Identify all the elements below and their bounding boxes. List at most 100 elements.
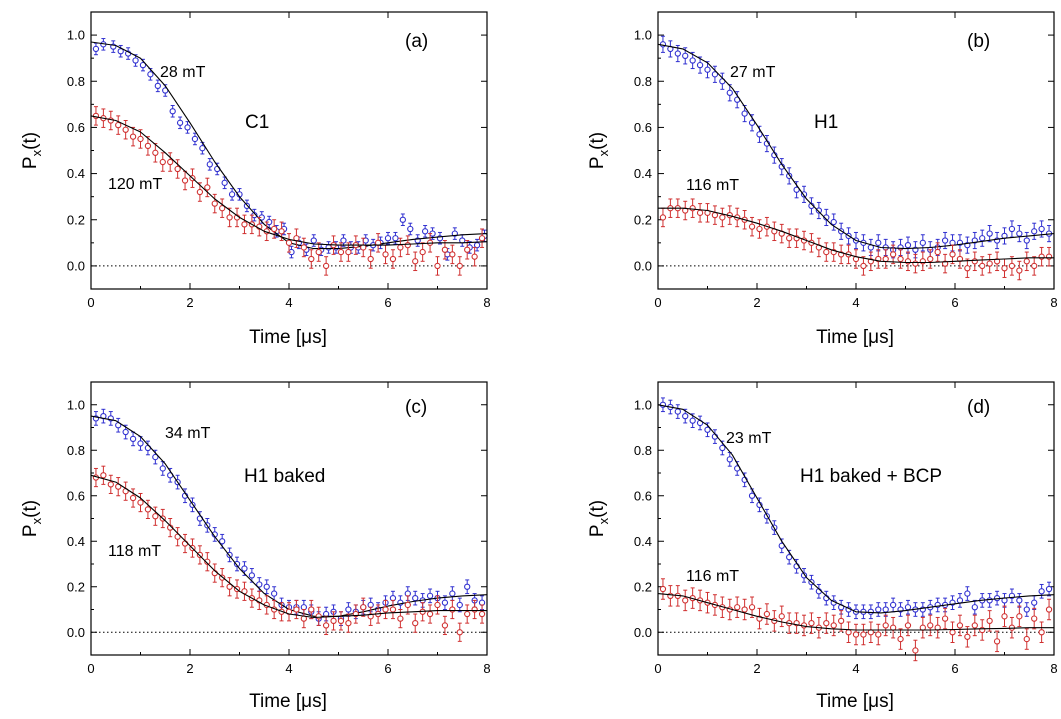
data-point — [964, 590, 971, 597]
data-point — [778, 613, 785, 620]
series-label: 116 mT — [686, 177, 739, 194]
data-point — [137, 499, 144, 506]
y-axis-label: Px(t) — [20, 500, 44, 537]
series-label: 23 mT — [726, 430, 772, 447]
data-point — [226, 583, 233, 590]
data-point — [325, 244, 332, 251]
data-point — [196, 188, 204, 196]
data-point — [971, 258, 978, 265]
x-tick-label: 2 — [186, 295, 193, 310]
x-tick-label: 0 — [654, 661, 661, 676]
data-point — [979, 262, 986, 270]
data-point — [949, 629, 956, 636]
data-point — [129, 494, 137, 502]
data-point — [979, 626, 986, 634]
plot-frame — [90, 11, 488, 290]
data-point — [345, 606, 352, 613]
data-point — [659, 214, 667, 221]
data-point — [919, 239, 926, 246]
x-axis-label: Time [μs] — [816, 691, 894, 712]
data-point — [682, 412, 689, 420]
data-point — [808, 620, 815, 627]
data-point — [1008, 262, 1016, 270]
data-point — [1045, 253, 1053, 260]
series-label: 118 mT — [108, 543, 161, 560]
fit-curve — [657, 593, 1054, 631]
data-point — [137, 135, 144, 143]
y-tick-label: 0.2 — [67, 212, 85, 227]
panel-label: (c) — [405, 397, 427, 418]
data-point — [345, 248, 352, 256]
y-tick-label: 1.0 — [634, 28, 652, 43]
data-point — [392, 235, 399, 242]
data-point — [191, 135, 199, 143]
panel-b: 0 2 4 6 8 0.0 0.2 0.4 0.6 0.8 1.0 (b) H1 27 mT 116 mT T… — [587, 11, 1058, 348]
data-point — [1016, 267, 1023, 274]
data-point — [845, 629, 852, 636]
data-point — [340, 237, 347, 244]
data-point — [107, 117, 114, 124]
data-point — [875, 239, 882, 246]
data-point — [711, 211, 719, 219]
data-point — [152, 149, 159, 156]
data-point — [971, 622, 978, 629]
data-point — [904, 604, 912, 611]
data-point — [181, 177, 189, 184]
x-tick-label: 8 — [1050, 295, 1057, 310]
data-point — [986, 617, 993, 625]
x-tick-label: 0 — [87, 661, 94, 676]
data-point — [132, 57, 139, 64]
data-point — [412, 594, 419, 602]
data-point — [174, 165, 181, 173]
y-tick-label: 1.0 — [67, 397, 85, 412]
y-axis-label: Px(t) — [587, 132, 611, 169]
data-point — [115, 121, 122, 129]
data-point — [986, 230, 993, 237]
y-tick-label: 0.2 — [67, 579, 85, 594]
data-point — [464, 246, 471, 253]
x-axis-label: Time [μs] — [249, 327, 327, 348]
data-point — [852, 631, 860, 638]
data-point — [117, 48, 124, 55]
y-tick-label: 0.6 — [67, 488, 85, 503]
data-point — [689, 417, 696, 424]
data-point — [434, 601, 441, 609]
data-point — [919, 258, 926, 265]
data-point — [219, 205, 226, 212]
data-point — [478, 235, 486, 242]
data-point — [449, 251, 456, 258]
data-point — [399, 216, 406, 223]
y-tick-label: 0.0 — [634, 625, 652, 640]
data-point — [152, 513, 159, 520]
data-point — [964, 265, 971, 272]
data-point — [92, 45, 100, 53]
data-point — [464, 583, 471, 590]
data-point — [293, 606, 300, 613]
fit-curve — [90, 115, 488, 246]
y-tick-label: 0.4 — [634, 166, 652, 181]
fit-curve — [658, 207, 1054, 264]
data-point — [786, 235, 793, 242]
data-point — [270, 225, 278, 233]
data-point — [122, 126, 129, 133]
data-point — [441, 246, 449, 253]
data-point — [1016, 613, 1023, 620]
x-tick-label: 4 — [852, 661, 859, 676]
data-point — [176, 119, 184, 126]
data-point — [129, 133, 137, 140]
y-tick-label: 0.4 — [67, 166, 85, 181]
y-tick-label: 0.8 — [67, 74, 85, 89]
data-point — [1045, 606, 1053, 613]
data-point — [1008, 225, 1016, 233]
panel-c: 0 2 4 6 8 0.0 0.2 0.4 0.6 0.8 1.0 (c) H1 baked 34 mT 1… — [20, 381, 491, 712]
data-point — [867, 608, 874, 615]
data-point — [337, 617, 345, 625]
data-point — [159, 465, 166, 472]
data-point — [407, 225, 414, 233]
data-point — [122, 428, 129, 436]
x-tick-label: 6 — [384, 661, 391, 676]
data-point — [719, 214, 726, 221]
series-34-mT — [90, 408, 488, 626]
data-point — [904, 241, 912, 249]
data-point — [248, 572, 256, 579]
